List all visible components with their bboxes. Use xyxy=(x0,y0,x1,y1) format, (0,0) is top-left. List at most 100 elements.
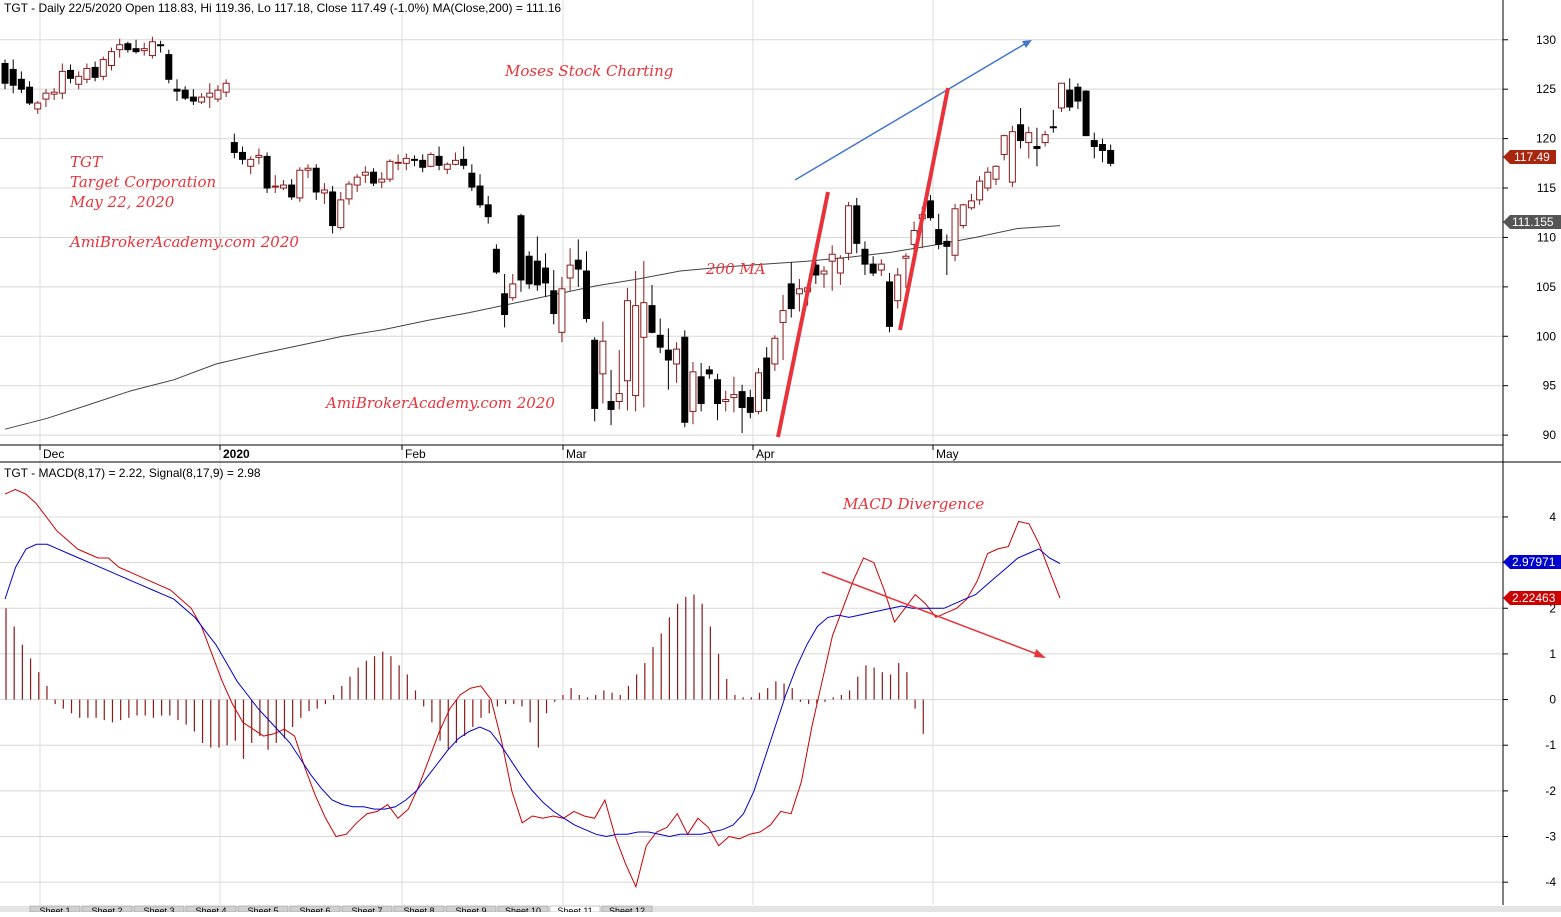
candle-body xyxy=(263,155,271,189)
price-y-axis: 90 95 100 105 110 115 120 125 130 xyxy=(1503,33,1556,442)
candle xyxy=(1017,107,1025,149)
sheet-tab[interactable]: Sheet 9 xyxy=(445,905,497,916)
candle xyxy=(304,164,312,179)
candle-body xyxy=(132,48,140,53)
price-tag: 117.49 xyxy=(1503,150,1556,164)
candle-body xyxy=(501,293,509,316)
date-x-axis: Dec 2020 Feb Mar Apr May xyxy=(39,445,959,461)
candle-body xyxy=(34,102,42,110)
candles-layer xyxy=(1,36,1115,434)
candle-body xyxy=(9,68,17,86)
watermark-annotation-1: AmiBrokerAcademy.com 2020 xyxy=(68,233,299,251)
candle-body xyxy=(877,263,885,271)
candle xyxy=(533,236,541,291)
candle xyxy=(107,47,115,71)
candle xyxy=(795,278,803,312)
candle-body xyxy=(148,41,156,57)
sheet-tab[interactable]: Sheet 7 xyxy=(341,905,393,916)
candle-body xyxy=(525,255,533,285)
date-grid xyxy=(39,0,934,905)
candle-body xyxy=(370,171,378,184)
sheet-tab-label: Sheet 9 xyxy=(455,906,486,912)
macd-line xyxy=(4,489,1061,889)
macd-lines-layer xyxy=(4,489,1061,889)
candle-body xyxy=(1017,124,1025,142)
sheet-tab-label: Sheet 12 xyxy=(609,906,645,912)
candle xyxy=(1008,125,1016,188)
candle xyxy=(894,268,902,309)
candle xyxy=(591,337,599,422)
candle xyxy=(271,175,279,193)
sheet-tab-label: Sheet 4 xyxy=(195,906,226,912)
sheet-tab[interactable]: Sheet 1 xyxy=(29,905,81,916)
candle xyxy=(239,146,247,165)
sheet-tab[interactable]: Sheet 10 xyxy=(497,905,549,916)
candle xyxy=(181,86,189,101)
candle xyxy=(189,89,197,105)
candle xyxy=(206,83,214,108)
candle xyxy=(1066,78,1074,111)
month-label: Feb xyxy=(405,447,426,461)
candle-body xyxy=(320,189,328,194)
candle xyxy=(288,179,296,200)
sheet-tab[interactable]: Sheet 12 xyxy=(601,905,653,916)
macd-tick-label: 1 xyxy=(1549,647,1556,661)
sheet-tab[interactable]: Sheet 5 xyxy=(237,905,289,916)
sheet-tab[interactable]: Sheet 3 xyxy=(133,905,185,916)
sheet-tab[interactable]: Sheet 4 xyxy=(185,905,237,916)
sheet-tab-label: Sheet 10 xyxy=(505,906,541,912)
candle xyxy=(886,273,894,333)
candle xyxy=(124,41,132,53)
candle xyxy=(83,63,91,84)
candle-body xyxy=(83,67,91,80)
candle xyxy=(435,146,443,171)
candle xyxy=(714,373,722,421)
macd-tick-label: -4 xyxy=(1545,875,1556,889)
candle-body xyxy=(337,199,345,229)
candle xyxy=(746,389,754,419)
company-annotation: Target Corporation xyxy=(70,173,216,191)
macd-tick-label: -1 xyxy=(1545,738,1556,752)
candle-body xyxy=(173,88,181,92)
candle-body xyxy=(984,171,992,189)
candle-body xyxy=(926,200,934,219)
sheet-tab[interactable]: Sheet 6 xyxy=(289,905,341,916)
candle-body xyxy=(189,96,197,102)
candle-body xyxy=(533,260,541,286)
candle xyxy=(525,251,533,289)
candle-body xyxy=(1041,134,1049,144)
divergence-annotation: MACD Divergence xyxy=(842,495,984,513)
candle xyxy=(230,133,238,159)
candle-body xyxy=(124,43,132,51)
candle xyxy=(632,271,640,412)
candle xyxy=(951,203,959,262)
candle xyxy=(329,186,337,234)
candle-body xyxy=(255,154,263,158)
candle xyxy=(361,166,369,184)
sheet-tab[interactable]: Sheet 2 xyxy=(81,905,133,916)
candle xyxy=(198,93,206,105)
candle-body xyxy=(116,44,124,51)
candle xyxy=(615,350,623,410)
candle-body xyxy=(451,159,459,165)
candle-body xyxy=(230,142,238,153)
candle-body xyxy=(828,253,836,262)
candle-body xyxy=(648,305,656,333)
candle-body xyxy=(42,92,50,100)
candle-body xyxy=(476,185,484,206)
candle-body xyxy=(140,48,148,52)
sheet-tab-label: Sheet 1 xyxy=(39,906,70,912)
candle xyxy=(17,71,25,94)
candle-body xyxy=(574,259,582,270)
sheet-tab[interactable]: Sheet 11 xyxy=(549,905,601,916)
candle xyxy=(861,241,869,275)
ma-label-annotation: 200 MA xyxy=(705,260,766,278)
macd-tick-label: -3 xyxy=(1545,830,1556,844)
candle-body xyxy=(157,44,165,47)
candle-body xyxy=(435,155,443,166)
candle-body xyxy=(198,96,206,103)
candle-body xyxy=(460,158,468,166)
candle xyxy=(640,261,648,408)
sheet-tab[interactable]: Sheet 8 xyxy=(393,905,445,916)
